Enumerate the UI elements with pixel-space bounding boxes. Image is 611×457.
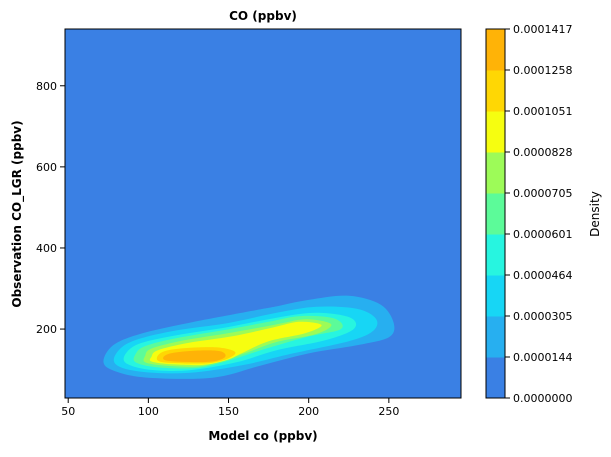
x-axis: 50 100 150 200 250 — [61, 398, 399, 418]
plot-frame — [64, 28, 462, 399]
colorbar-segment — [486, 29, 505, 71]
colorbar-segment — [486, 193, 505, 235]
colorbar-frame — [485, 28, 506, 399]
x-tick-label: 200 — [298, 405, 319, 418]
x-tick-label: 50 — [61, 405, 75, 418]
colorbar-tick-label: 0.0001417 — [513, 23, 573, 36]
colorbar-segment — [486, 275, 505, 317]
colorbar-tick-label: 0.0000828 — [513, 146, 573, 159]
colorbar-tick-label: 0.0000601 — [513, 228, 573, 241]
x-tick-label: 250 — [378, 405, 399, 418]
chart-title: CO (ppbv) — [229, 9, 297, 23]
y-axis: 200 400 600 800 — [36, 80, 65, 336]
colorbar-tick-label: 0.0000464 — [513, 269, 573, 282]
colorbar-tick-label: 0.0000144 — [513, 351, 573, 364]
colorbar-segment — [486, 234, 505, 276]
colorbar-segment — [486, 152, 505, 194]
colorbar-segment — [486, 357, 505, 399]
colorbar-tick-label: 0.0001258 — [513, 64, 573, 77]
colorbar-segment — [486, 316, 505, 358]
colorbar-segment — [486, 70, 505, 112]
x-axis-label: Model co (ppbv) — [208, 429, 317, 443]
x-tick-label: 150 — [218, 405, 239, 418]
density-contours — [103, 295, 395, 379]
colorbar-tick-label: 0.0000705 — [513, 187, 573, 200]
colorbar-label: Density — [588, 191, 602, 237]
y-tick-label: 400 — [36, 242, 57, 255]
colorbar-tick-label: 0.0001051 — [513, 105, 573, 118]
y-tick-label: 800 — [36, 80, 57, 93]
colorbar-segment — [486, 111, 505, 153]
y-tick-label: 200 — [36, 323, 57, 336]
x-tick-label: 100 — [138, 405, 159, 418]
colorbar-tick-label: 0.0000000 — [513, 392, 573, 405]
colorbar: 0.0000000 0.0000144 0.0000305 0.0000464 0.00… — [485, 23, 573, 405]
y-axis-label: Observation CO_LGR (ppbv) — [10, 120, 25, 307]
y-tick-label: 600 — [36, 161, 57, 174]
colorbar-tick-label: 0.0000305 — [513, 310, 573, 323]
density-contour-level-8 — [163, 350, 226, 363]
